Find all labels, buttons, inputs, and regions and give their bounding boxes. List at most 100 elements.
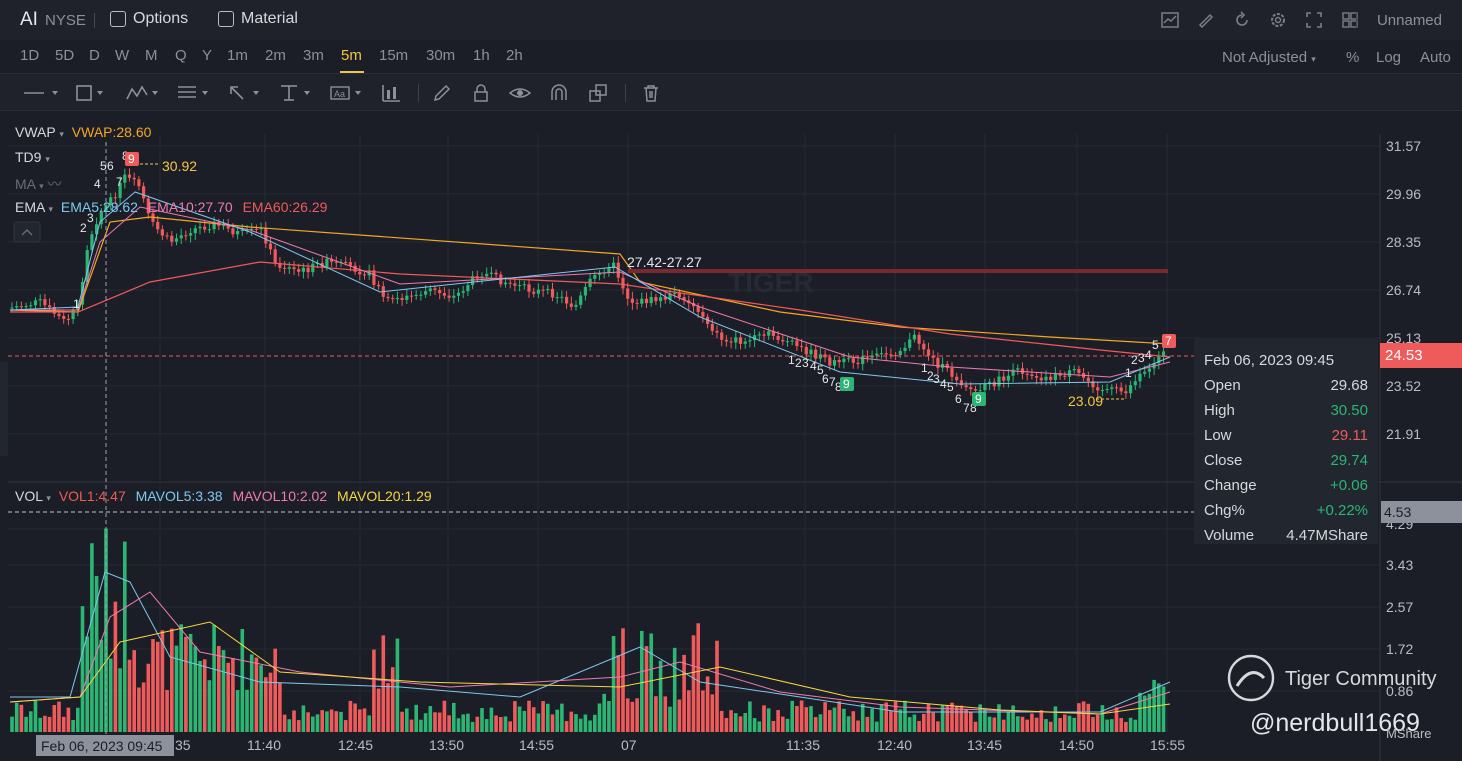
- indicator-tool-icon[interactable]: [380, 82, 402, 104]
- pencil-icon[interactable]: [432, 82, 452, 104]
- auto-toggle[interactable]: Auto: [1420, 49, 1451, 66]
- candle-body: [419, 294, 423, 296]
- clone-icon[interactable]: [588, 82, 610, 104]
- volume-bar: [856, 720, 860, 732]
- volume-bar: [663, 696, 668, 732]
- draw-icon[interactable]: [1194, 9, 1218, 31]
- layout-name-dropdown[interactable]: Unnamed: [1376, 12, 1442, 29]
- ema-indicator[interactable]: EMA ▾ EMA5:28.62 EMA10:27.70 EMA60:26.29: [15, 199, 327, 215]
- candle-body: [550, 288, 555, 298]
- hidden-eye-icon[interactable]: 〰: [47, 176, 62, 192]
- divider: [625, 84, 626, 102]
- volume-bar: [329, 709, 334, 732]
- interval-1h[interactable]: 1h: [473, 47, 490, 64]
- chart-type-icon[interactable]: [1158, 9, 1182, 31]
- tooltip-row-open: Open 29.68: [1204, 373, 1368, 398]
- candle-body: [461, 291, 465, 293]
- price-tick: 31.57: [1386, 138, 1422, 154]
- rectangle-tool-icon[interactable]: [75, 82, 107, 104]
- mavol20-line: [9, 621, 1171, 715]
- measure-tool-icon[interactable]: [279, 82, 315, 104]
- candle-body: [1049, 376, 1053, 381]
- interval-30m[interactable]: 30m: [426, 47, 456, 64]
- interval-5d[interactable]: 5D: [55, 47, 75, 64]
- volume-bar: [649, 633, 653, 732]
- eye-icon[interactable]: [509, 82, 531, 104]
- candle-body: [555, 297, 559, 299]
- fib-tool-icon[interactable]: [176, 82, 212, 104]
- interval-15m[interactable]: 15m: [379, 47, 409, 64]
- volume-bar: [1124, 721, 1128, 732]
- interval-m[interactable]: M: [145, 47, 158, 64]
- candle-body: [959, 380, 963, 386]
- candle-body: [879, 353, 884, 355]
- candle-body: [931, 355, 935, 358]
- pattern-tool-icon[interactable]: [125, 82, 161, 104]
- interval-1m[interactable]: 1m: [227, 47, 248, 64]
- volume-bar: [278, 682, 282, 732]
- interval-1d[interactable]: 1D: [20, 47, 40, 64]
- options-button[interactable]: Options: [110, 10, 188, 28]
- volume-bar: [809, 706, 813, 732]
- candle-body: [738, 337, 743, 344]
- settings-icon[interactable]: [1266, 9, 1290, 31]
- vol-indicator[interactable]: VOL ▾ VOL1:4.47 MAVOL5:3.38 MAVOL10:2.02…: [15, 488, 432, 504]
- interval-5m[interactable]: 5m: [341, 47, 362, 64]
- candle-body: [969, 387, 973, 390]
- candle-body: [1053, 373, 1057, 381]
- interval-2m[interactable]: 2m: [265, 47, 286, 64]
- interval-d[interactable]: D: [89, 47, 100, 64]
- volume-bar: [785, 718, 790, 732]
- candle-body: [283, 267, 287, 269]
- volume-bar: [734, 713, 738, 732]
- volume-bar: [781, 716, 785, 732]
- svg-text:5: 5: [947, 380, 954, 394]
- interval-q[interactable]: Q: [175, 47, 187, 64]
- interval-2h[interactable]: 2h: [506, 47, 523, 64]
- volume-bar: [179, 624, 183, 732]
- interval-3m[interactable]: 3m: [303, 47, 324, 64]
- volume-bar: [108, 658, 113, 732]
- magnet-icon[interactable]: [549, 82, 569, 104]
- volume-bar: [578, 718, 583, 732]
- td9-indicator[interactable]: TD9 ▾: [15, 149, 50, 165]
- collapse-button[interactable]: [13, 221, 41, 243]
- candle-body: [992, 381, 996, 387]
- volume-bar: [602, 693, 606, 732]
- vwap-indicator[interactable]: VWAP ▾ VWAP:28.60: [15, 124, 151, 140]
- volume-bar: [452, 702, 456, 732]
- tiger-community-watermark: Tiger Community: [1285, 668, 1437, 690]
- svg-text:2: 2: [927, 369, 934, 383]
- volume-bar: [823, 702, 827, 732]
- material-button[interactable]: Material: [218, 10, 298, 28]
- fullscreen-icon[interactable]: [1302, 9, 1326, 31]
- log-toggle[interactable]: Log: [1376, 49, 1402, 66]
- volume-bar: [701, 690, 705, 732]
- volume-bar: [564, 721, 569, 732]
- lock-icon[interactable]: [472, 82, 490, 104]
- line-tool-icon[interactable]: [22, 82, 62, 104]
- candle-body: [1044, 376, 1048, 381]
- text-tool-icon[interactable]: Aa: [330, 82, 366, 104]
- candle-body: [287, 267, 291, 269]
- ma-indicator[interactable]: MA ▾ 〰: [15, 174, 62, 194]
- volume-bar: [1058, 718, 1062, 732]
- svg-text:3: 3: [802, 356, 809, 370]
- interval-w[interactable]: W: [115, 47, 130, 64]
- adjust-dropdown[interactable]: Not Adjusted ▾: [1222, 49, 1316, 66]
- arrow-tool-icon[interactable]: [227, 82, 263, 104]
- refresh-icon[interactable]: [1230, 9, 1254, 31]
- time-tick: 14:50: [1059, 737, 1095, 753]
- percent-toggle[interactable]: %: [1346, 49, 1360, 66]
- candle-body: [160, 229, 164, 236]
- candle-body: [221, 225, 226, 227]
- interval-y[interactable]: Y: [202, 47, 213, 64]
- grid-layout-icon[interactable]: [1338, 9, 1362, 31]
- trash-icon[interactable]: [641, 82, 661, 104]
- candle-body: [762, 334, 766, 336]
- left-panel-handle[interactable]: [0, 362, 8, 456]
- candle-body: [494, 272, 498, 275]
